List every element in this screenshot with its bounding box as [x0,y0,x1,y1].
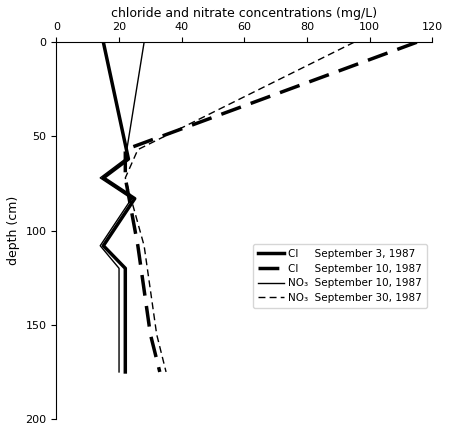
Y-axis label: depth (cm): depth (cm) [7,196,20,265]
Legend: Cl     September 3, 1987, Cl     September 10, 1987, NO₃  September 10, 1987, NO: Cl September 3, 1987, Cl September 10, 1… [253,244,428,308]
X-axis label: chloride and nitrate concentrations (mg/L): chloride and nitrate concentrations (mg/… [111,7,378,20]
